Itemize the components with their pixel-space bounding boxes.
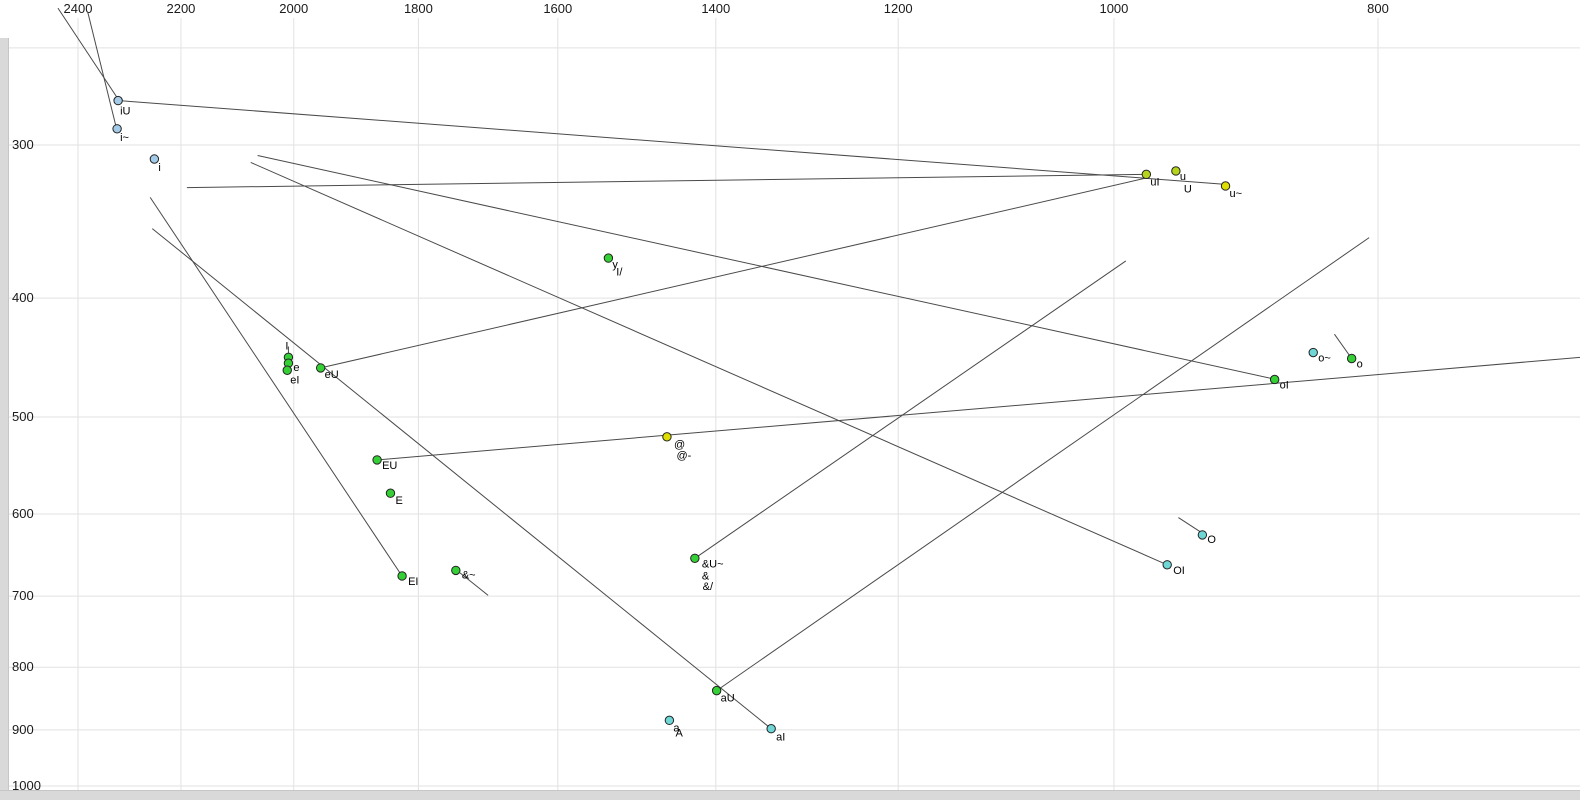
label-U: U — [1184, 183, 1192, 195]
label-o: o — [1357, 358, 1363, 370]
segment-aU-glide — [716, 237, 1370, 692]
x-tick-label: 1400 — [701, 1, 730, 16]
label-E: E — [395, 495, 402, 507]
point-oI[interactable] — [1269, 374, 1280, 385]
point-aU[interactable] — [711, 685, 722, 696]
point-a[interactable] — [664, 715, 675, 726]
x-tick-label: 1200 — [884, 1, 913, 16]
x-tick-label: 1000 — [1099, 1, 1128, 16]
label-I/: I/ — [616, 266, 623, 278]
x-tick-label: 2400 — [64, 1, 93, 16]
label-aU: aU — [721, 693, 735, 705]
point-&~[interactable] — [451, 565, 461, 576]
segment-O-leader — [1178, 517, 1202, 533]
trajectory-lines — [57, 7, 1580, 730]
y-axis-tick-labels: 300 400 500 600 700 800 900 1000 — [12, 137, 41, 793]
segment-iU-onset-b — [87, 12, 118, 129]
label-aI: aI — [776, 732, 785, 744]
label-e: e — [293, 362, 299, 374]
label-eI: eI — [290, 374, 299, 386]
label-i~: i~ — [120, 132, 129, 144]
point-o~[interactable] — [1308, 347, 1318, 358]
segment-o-leader — [1334, 333, 1353, 359]
point-@[interactable] — [662, 432, 672, 442]
label-iU: iU — [120, 106, 130, 118]
y-tick-label: 1000 — [12, 778, 41, 793]
point-eI[interactable] — [282, 365, 292, 375]
x-tick-label: 2200 — [166, 1, 195, 16]
segment-iU-onset-a — [57, 7, 120, 101]
x-tick-label: 1600 — [543, 1, 572, 16]
point-u[interactable] — [1171, 166, 1181, 176]
label-&U~: &U~ — [702, 558, 724, 570]
label-&/: &/ — [703, 581, 714, 593]
point-i~[interactable] — [112, 124, 122, 134]
y-tick-label: 500 — [12, 409, 34, 424]
vowel-points — [112, 95, 1357, 734]
label-I: I — [285, 340, 288, 352]
gridlines — [8, 18, 1580, 790]
point-OI[interactable] — [1162, 560, 1172, 570]
label-EI: EI — [408, 576, 418, 588]
segment-aI-glide — [151, 228, 772, 730]
label-&: & — [702, 571, 710, 583]
segment-eU-glide — [320, 177, 1148, 369]
segment-&~-leader — [459, 572, 489, 596]
label-@: @ — [674, 439, 685, 451]
label-oI: oI — [1280, 379, 1289, 391]
vertical-scrollbar[interactable] — [0, 38, 9, 792]
y-tick-label: 900 — [12, 722, 34, 737]
segment-OI-glide — [250, 161, 1168, 566]
y-tick-label: 800 — [12, 659, 34, 674]
segment-EU-glide — [377, 356, 1580, 461]
x-axis-tick-labels: 2400 2200 2000 1800 1600 1400 1200 1000 800 — [64, 1, 1389, 16]
point-EI[interactable] — [397, 571, 407, 581]
horizontal-scrollbar[interactable] — [0, 790, 1580, 800]
label-@-: @- — [676, 450, 691, 462]
segment-iU-glide — [119, 100, 1226, 185]
point-u~[interactable] — [1220, 181, 1231, 191]
label-&~: &~ — [462, 569, 476, 581]
label-y: y — [612, 259, 618, 271]
point-O[interactable] — [1197, 530, 1208, 540]
y-tick-label: 700 — [12, 588, 34, 603]
segment-uI-glide — [186, 173, 1148, 189]
x-tick-label: 1800 — [404, 1, 433, 16]
label-EU: EU — [382, 460, 397, 472]
point-EU[interactable] — [372, 455, 382, 465]
point-eU[interactable] — [315, 363, 326, 373]
label-eU: eU — [325, 369, 339, 381]
point-E[interactable] — [385, 488, 396, 498]
segment-EI-glide — [149, 197, 402, 576]
label-A: A — [675, 727, 683, 739]
segment-&U~-glide — [694, 260, 1127, 559]
point-o[interactable] — [1346, 353, 1357, 364]
segment-oI-glide — [257, 155, 1277, 380]
point-iU[interactable] — [113, 95, 123, 106]
x-tick-label: 800 — [1367, 1, 1389, 16]
point-&U~[interactable] — [690, 553, 700, 563]
y-tick-label: 600 — [12, 506, 34, 521]
label-u: u — [1180, 171, 1186, 183]
label-OI: OI — [1173, 565, 1185, 577]
label-uI: uI — [1150, 176, 1159, 188]
y-tick-label: 300 — [12, 137, 34, 152]
x-tick-label: 2000 — [279, 1, 308, 16]
label-u~: u~ — [1230, 188, 1243, 200]
point-i[interactable] — [149, 154, 160, 164]
label-o~: o~ — [1318, 353, 1331, 365]
y-tick-label: 400 — [12, 290, 34, 305]
point-y[interactable] — [603, 253, 614, 263]
label-i: i — [158, 162, 160, 174]
label-a: a — [673, 722, 680, 734]
point-uI[interactable] — [1141, 169, 1152, 180]
point-aI[interactable] — [766, 724, 776, 734]
label-O: O — [1207, 534, 1216, 546]
